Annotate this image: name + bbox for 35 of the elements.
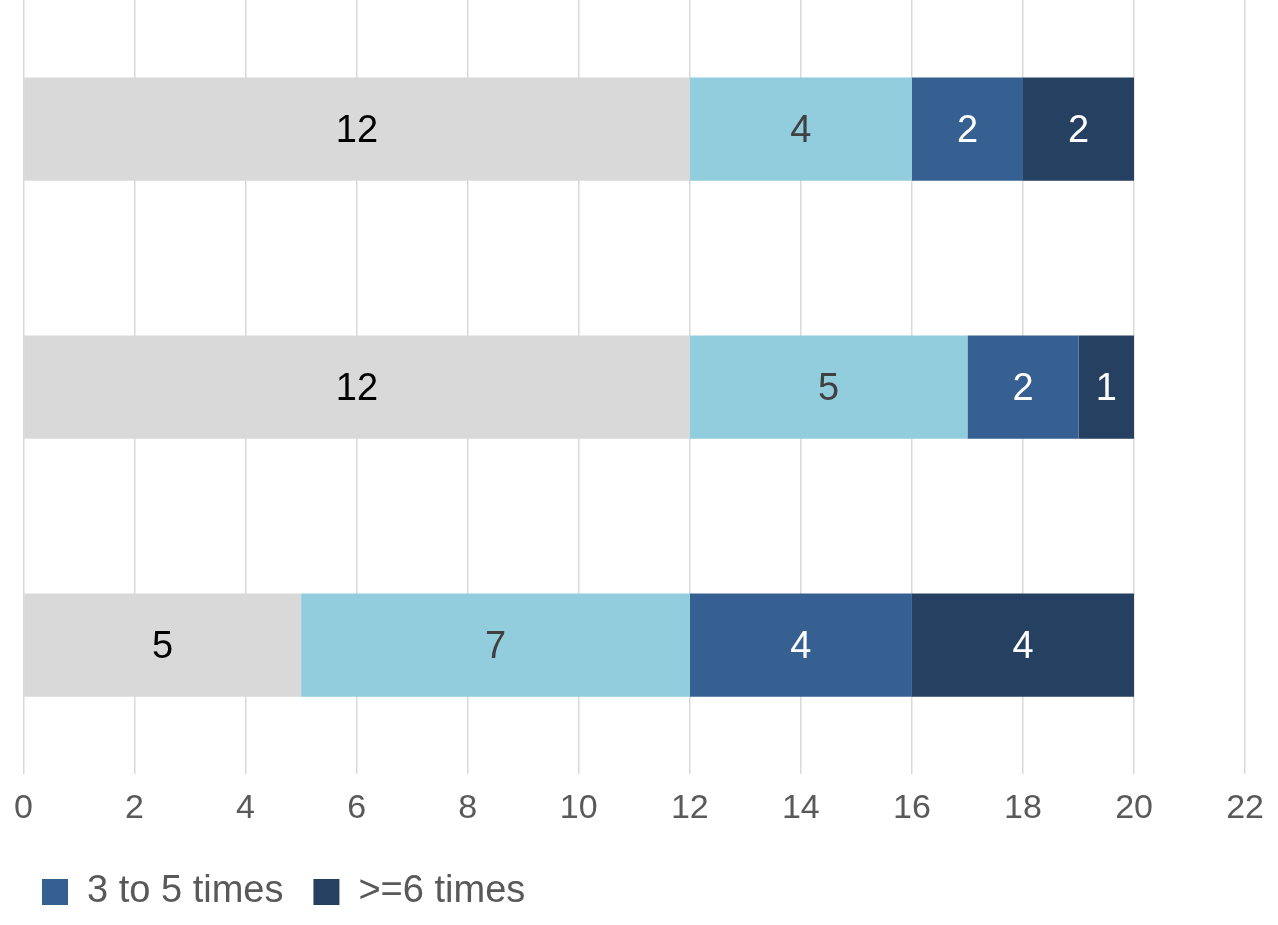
data-label: 2 [1012,365,1034,408]
x-tick-label: 12 [670,786,709,825]
x-tick-label: 22 [1226,786,1264,825]
data-label: 12 [335,107,379,150]
x-tick-label: 8 [458,786,478,825]
x-tick-label: 14 [781,786,820,825]
bar [689,77,912,181]
data-label: 12 [335,365,379,408]
bar [911,593,1135,697]
x-tick-label: 20 [1115,786,1153,825]
bar [689,335,968,439]
bar [689,593,912,697]
bar [1078,335,1135,439]
data-label: 5 [818,365,840,408]
bar [1022,77,1135,181]
x-tick-label: 2 [125,786,144,825]
x-tick-label: 16 [893,786,931,825]
bar [911,77,1023,181]
bar [967,335,1079,439]
legend-label: 3 to 5 times [87,868,284,911]
data-label: 2 [1067,107,1090,150]
x-tick-label: 10 [559,786,598,825]
data-label: 7 [484,623,507,666]
x-tick-label: 4 [236,786,256,825]
data-label: 4 [1012,623,1034,666]
data-label: 1 [1095,365,1117,408]
data-label: 4 [790,623,812,666]
data-label: 4 [790,107,812,150]
data-label: 2 [956,107,979,150]
bar [301,593,690,697]
x-tick-label: 18 [1004,786,1042,825]
legend-label: >=6 times [358,868,526,911]
data-label: 5 [152,623,174,666]
x-tick-label: 0 [13,786,33,825]
x-tick-label: 6 [347,786,367,825]
